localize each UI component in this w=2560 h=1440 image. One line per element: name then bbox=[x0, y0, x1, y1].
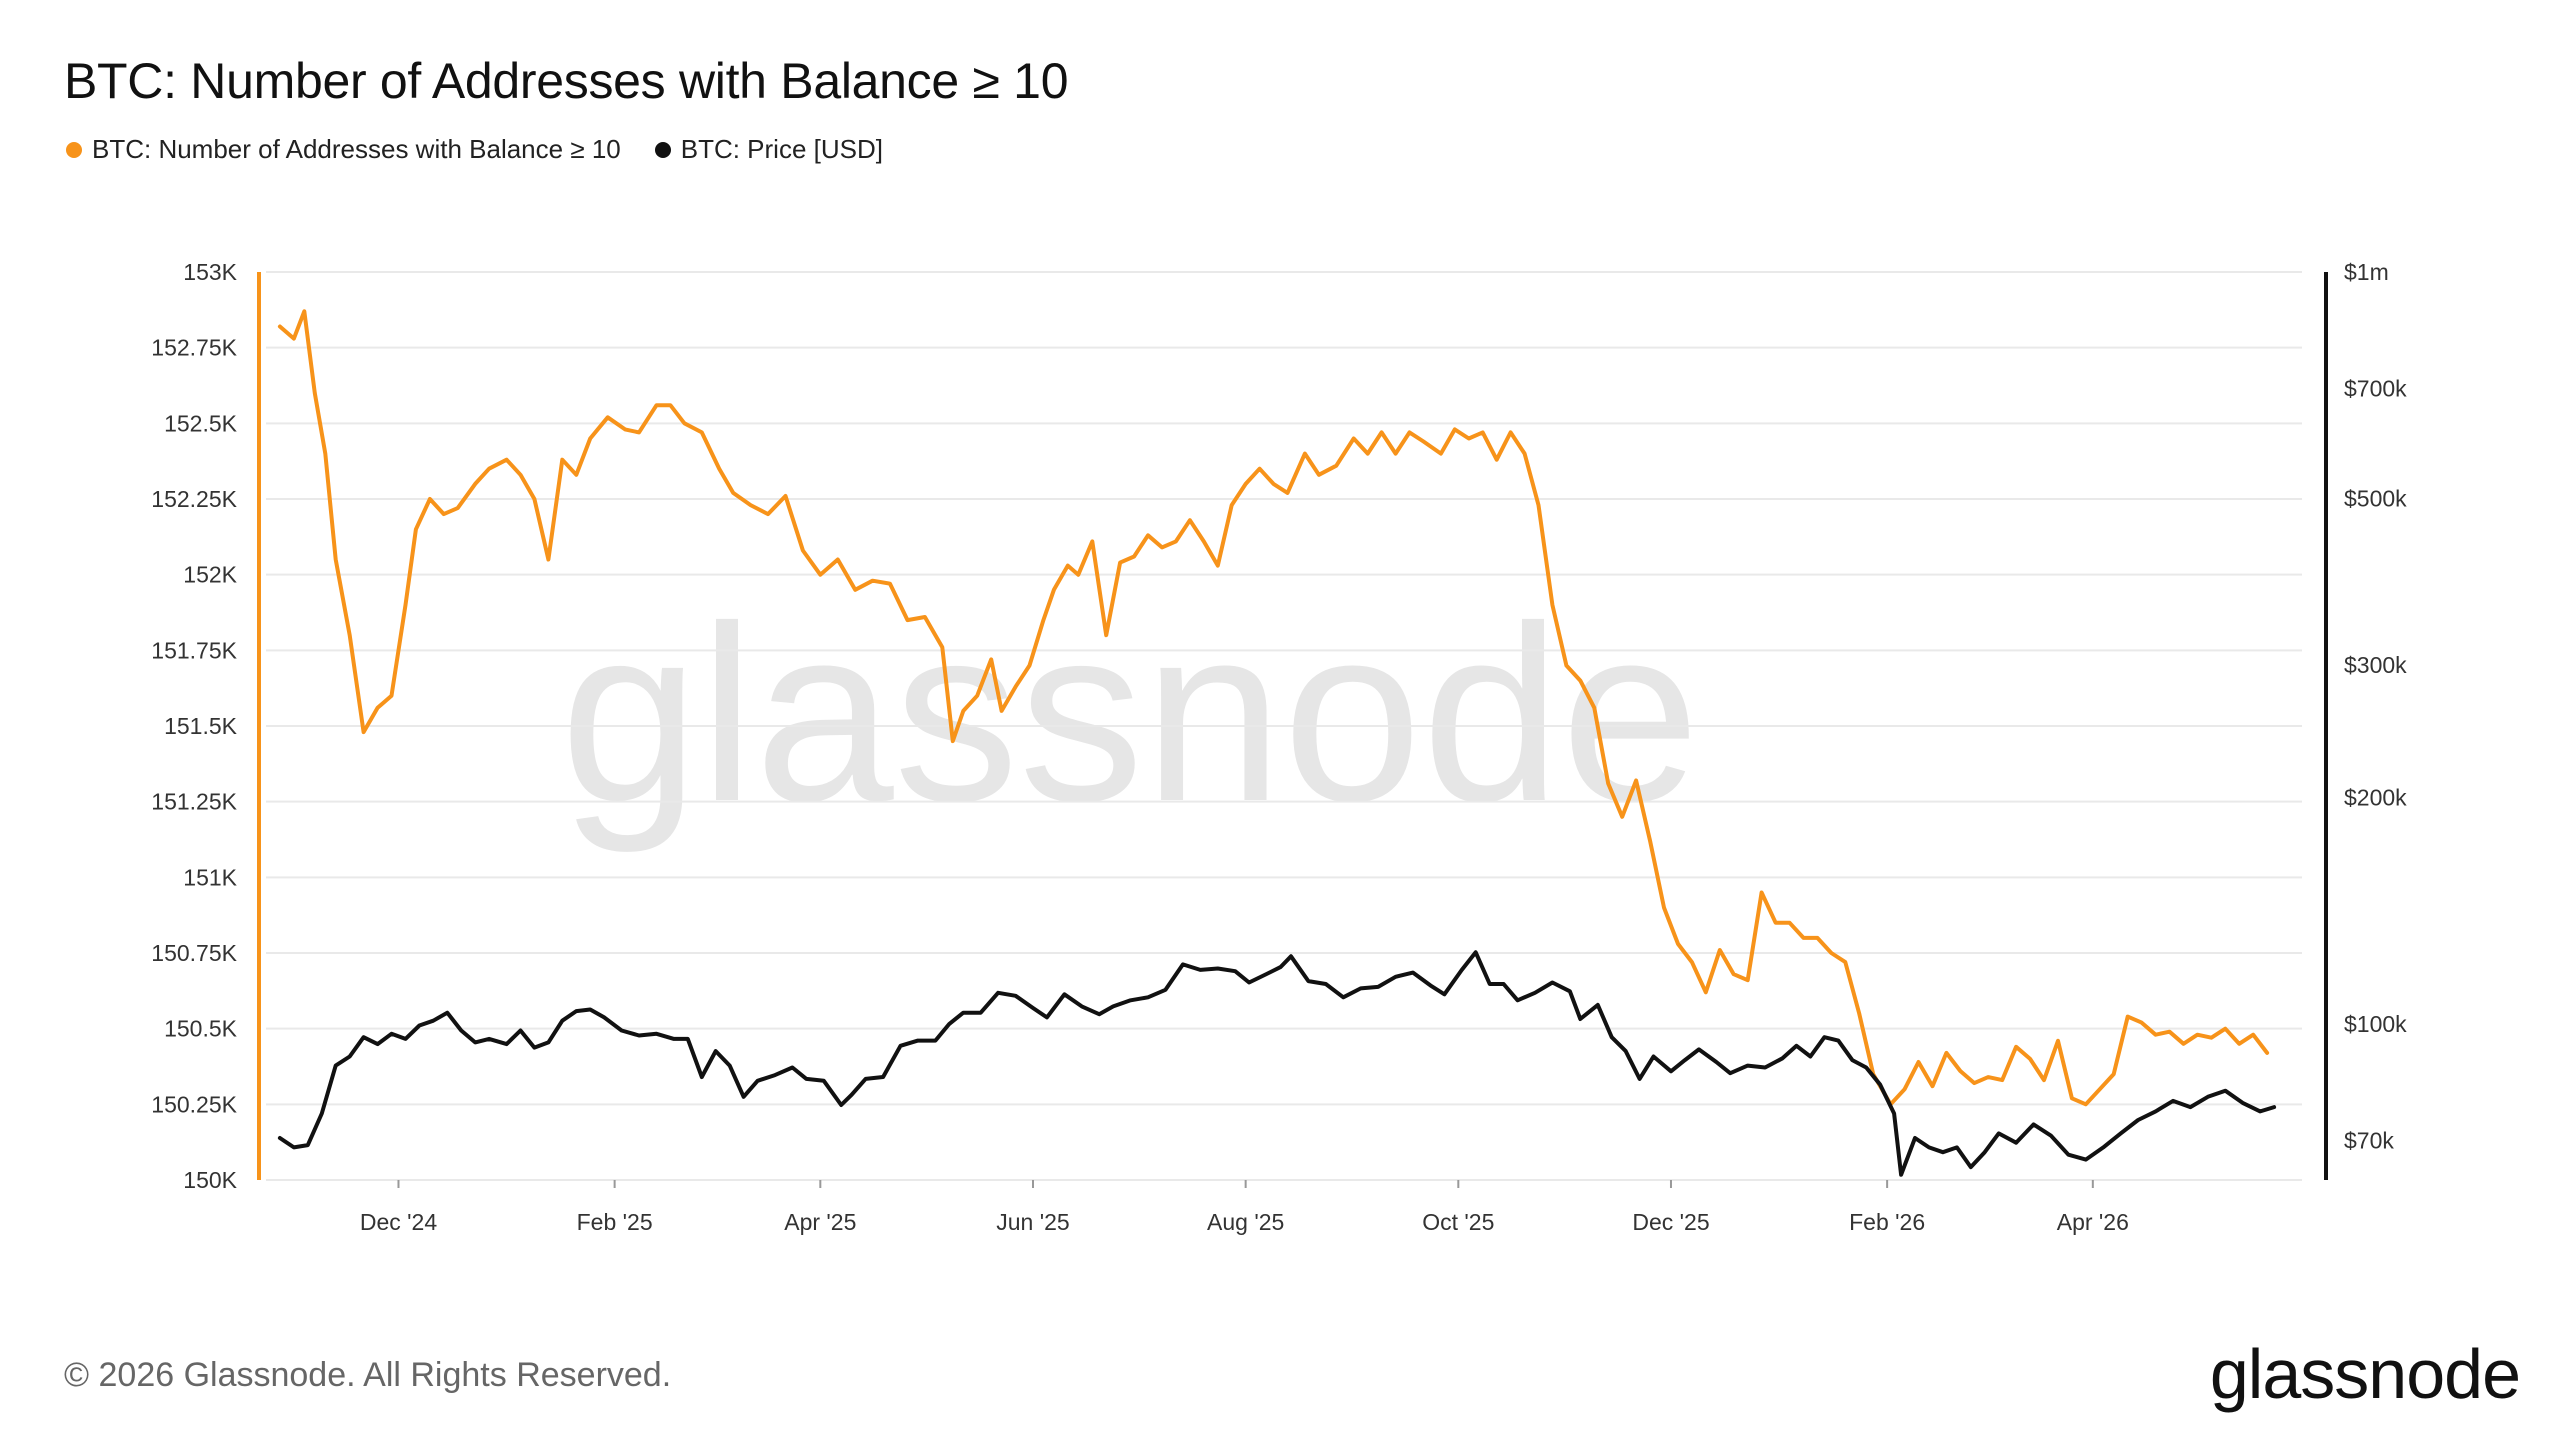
y-right-tick-label: $500k bbox=[2344, 485, 2407, 511]
y-left-tick-label: 153K bbox=[183, 259, 237, 285]
y-axis-right-labels: $70k $100k $200k $300k $500k $700k $1m bbox=[2344, 259, 2407, 1153]
y-right-tick-label: $200k bbox=[2344, 785, 2407, 811]
brand-logo: glassnode bbox=[2209, 1335, 2521, 1413]
y-left-tick-label: 151.75K bbox=[151, 637, 237, 663]
y-left-tick-label: 152.5K bbox=[164, 410, 238, 436]
y-left-tick-label: 152.25K bbox=[151, 486, 237, 512]
y-right-tick-label: $700k bbox=[2344, 375, 2407, 401]
y-left-tick-label: 152K bbox=[183, 562, 237, 588]
legend: BTC: Number of Addresses with Balance ≥ … bbox=[66, 134, 883, 165]
watermark: glassnode bbox=[560, 574, 1700, 853]
x-tick-label: Apr '26 bbox=[2057, 1209, 2129, 1235]
x-tick-label: Apr '25 bbox=[784, 1209, 856, 1235]
y-left-tick-label: 151.5K bbox=[164, 713, 238, 739]
x-tick-label: Feb '25 bbox=[577, 1209, 653, 1235]
series-line-price[interactable] bbox=[277, 950, 2277, 1177]
y-right-tick-label: $100k bbox=[2344, 1011, 2407, 1037]
legend-dot-price-icon bbox=[654, 141, 671, 158]
series-group bbox=[277, 309, 2277, 1177]
y-left-tick-label: 150K bbox=[183, 1167, 237, 1193]
series-line-addresses[interactable] bbox=[277, 309, 2270, 1107]
x-tick-label: Dec '25 bbox=[1632, 1209, 1709, 1235]
x-tick-label: Dec '24 bbox=[360, 1209, 437, 1235]
legend-label-price: BTC: Price [USD] bbox=[680, 134, 883, 164]
legend-item-addresses[interactable]: BTC: Number of Addresses with Balance ≥ … bbox=[66, 134, 621, 165]
chart-title: BTC: Number of Addresses with Balance ≥ … bbox=[64, 53, 1069, 109]
y-left-tick-label: 151K bbox=[183, 864, 237, 890]
x-axis-labels: Dec '24 Feb '25 Apr '25 Jun '25 Aug '25 Oct '… bbox=[360, 1180, 2129, 1235]
y-left-tick-label: 150.25K bbox=[151, 1091, 237, 1117]
legend-label-addresses: BTC: Number of Addresses with Balance ≥ … bbox=[92, 134, 621, 164]
y-left-tick-label: 152.75K bbox=[151, 335, 237, 361]
x-tick-label: Jun '25 bbox=[996, 1209, 1069, 1235]
legend-dot-addresses-icon bbox=[66, 141, 82, 158]
legend-item-price[interactable]: BTC: Price [USD] bbox=[654, 134, 883, 165]
x-tick-label: Oct '25 bbox=[1422, 1209, 1494, 1235]
y-right-tick-label: $70k bbox=[2344, 1127, 2394, 1153]
y-right-tick-label: $1m bbox=[2344, 259, 2389, 285]
grid-lines bbox=[266, 271, 2302, 1181]
x-tick-label: Feb '26 bbox=[1849, 1209, 1925, 1235]
y-left-tick-label: 151.25K bbox=[151, 789, 237, 815]
y-right-tick-label: $300k bbox=[2344, 652, 2407, 678]
y-left-tick-label: 150.75K bbox=[151, 940, 237, 966]
copyright-text: © 2026 Glassnode. All Rights Reserved. bbox=[64, 1356, 672, 1394]
y-left-tick-label: 150.5K bbox=[164, 1016, 238, 1042]
x-tick-label: Aug '25 bbox=[1207, 1209, 1284, 1235]
y-axis-left-labels: 150K 150.25K 150.5K 150.75K 151K 151.25K 151.5… bbox=[151, 259, 237, 1193]
